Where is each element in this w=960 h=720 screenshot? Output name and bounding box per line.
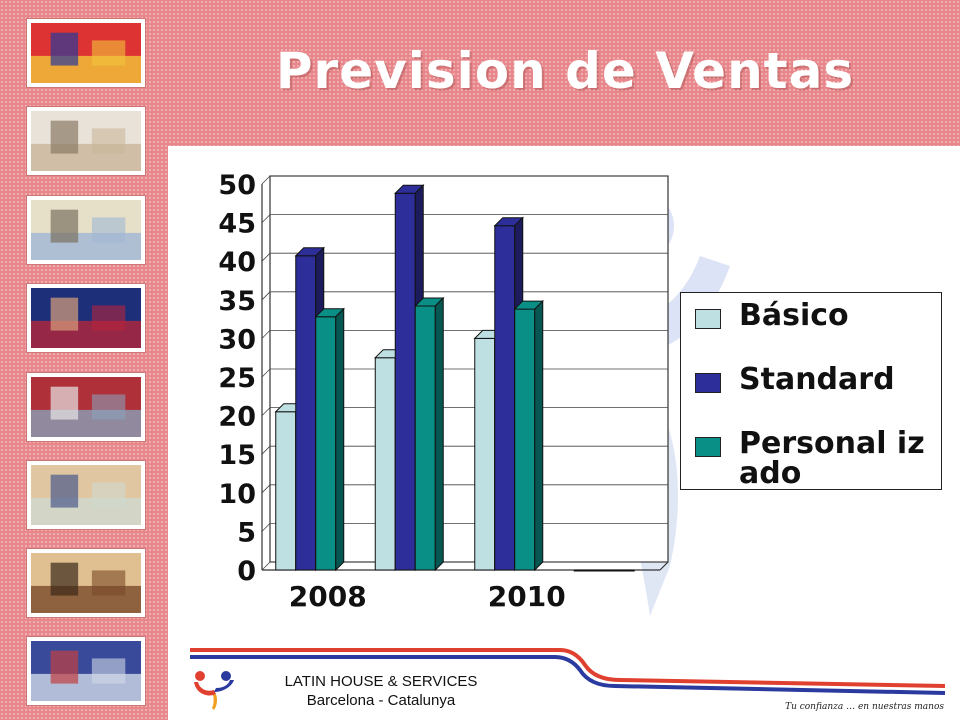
bar-2-cat-4	[593, 569, 615, 572]
gridline-depth	[261, 175, 271, 185]
y-tick-label: 40	[218, 247, 256, 278]
hotel-lobby-icon	[31, 111, 141, 171]
gridline-depth	[261, 561, 271, 571]
y-tick-label: 20	[218, 402, 256, 433]
tagline: Tu confianza … en nuestras manos	[785, 702, 944, 712]
gridline-depth	[261, 484, 271, 494]
company-block: LATIN HOUSE & SERVICES Barcelona - Catal…	[246, 672, 516, 710]
y-tick-label: 15	[218, 440, 256, 471]
thumbnail-4	[26, 283, 146, 353]
gridline-depth	[261, 252, 271, 262]
legend-swatch-standard	[695, 373, 721, 393]
legend-swatch-personalizado	[695, 437, 721, 457]
bedroom-icon	[31, 553, 141, 613]
y-tick-label: 5	[237, 517, 256, 548]
gaudi-building-icon	[31, 200, 141, 260]
y-tick-label: 50	[218, 170, 256, 201]
gridline-depth	[261, 368, 271, 378]
flags-icon	[31, 23, 141, 83]
legend-label: Personal izado	[739, 426, 925, 491]
legend-item-personalizado: Personal izado	[695, 429, 929, 489]
y-tick-label: 0	[237, 556, 256, 587]
thumbnail-1	[26, 18, 146, 88]
id-card-icon	[31, 465, 141, 525]
bar-1-cat-4	[573, 569, 595, 572]
bar-1-cat-2	[374, 357, 396, 571]
gridline-depth	[261, 407, 271, 416]
bar-3-cat-4	[613, 569, 635, 572]
bar-2-cat-1	[295, 255, 317, 571]
x-axis-depth	[659, 561, 669, 571]
gridline-depth	[261, 330, 271, 339]
latin-house-logo-icon	[194, 671, 234, 710]
thumbnail-3	[26, 195, 146, 265]
y-tick-label: 25	[218, 363, 256, 394]
football-players-icon	[31, 288, 141, 348]
legend-label: Básico	[739, 298, 849, 333]
legend-label: Standard	[739, 362, 895, 397]
chart-legend: Básico Standard Personal izado	[680, 292, 942, 490]
x-tick-label: 2010	[488, 580, 566, 613]
thumbnail-5	[26, 372, 146, 442]
group-photo-icon	[31, 641, 141, 701]
bar-side-3-cat-1	[335, 307, 345, 572]
bar-3-cat-2	[414, 305, 436, 571]
footer-divider-lines	[190, 648, 946, 695]
gridline-depth	[261, 445, 271, 455]
y-tick-label: 35	[218, 286, 256, 317]
legend-swatch-basico	[695, 309, 721, 329]
slide-title: Prevision de Ventas	[275, 42, 855, 100]
legend-item-standard: Standard	[695, 365, 939, 395]
bar-1-cat-3	[474, 337, 496, 571]
bar-3-cat-1	[315, 316, 337, 571]
bar-2-cat-2	[394, 192, 416, 571]
bar-1-cat-1	[275, 411, 297, 571]
y-tick-label: 45	[218, 209, 256, 240]
bar-side-3-cat-2	[434, 296, 444, 572]
thumbnail-2	[26, 106, 146, 176]
bar-3-cat-3	[514, 308, 536, 571]
thumbnail-8	[26, 636, 146, 706]
company-name: LATIN HOUSE & SERVICES	[284, 673, 478, 690]
thumbnail-6	[26, 460, 146, 530]
company-location: Barcelona - Catalunya	[306, 692, 456, 709]
y-tick-label: 30	[218, 324, 256, 355]
sales-forecast-chart: 0 5 10 15 20 25 30 35 40 45 50 2008 2010	[218, 170, 669, 613]
bar-side-3-cat-3	[534, 299, 544, 572]
gridline-depth	[261, 291, 271, 301]
thumbnail-7	[26, 548, 146, 618]
bar-2-cat-3	[494, 225, 516, 571]
train-icon	[31, 377, 141, 437]
x-tick-label: 2008	[289, 580, 367, 613]
gridline-depth	[261, 523, 271, 532]
gridline-depth	[261, 214, 271, 223]
legend-item-basico: Básico	[695, 301, 939, 331]
y-tick-label: 10	[218, 479, 256, 510]
